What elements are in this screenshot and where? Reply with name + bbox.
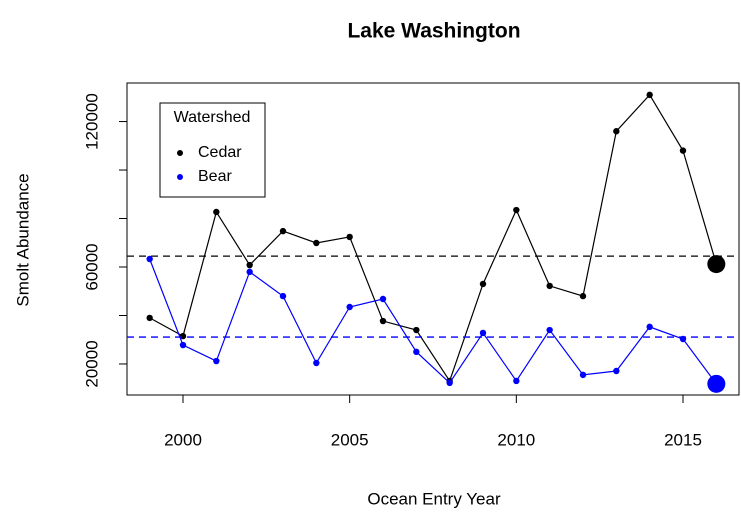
data-point <box>579 371 587 379</box>
series-line <box>149 258 717 385</box>
data-point <box>413 348 420 356</box>
y-axis-title: Smolt Abundance <box>13 173 32 306</box>
series-line <box>149 93 717 383</box>
data-point <box>613 128 620 135</box>
x-tick-label: 2000 <box>164 430 202 449</box>
data-point <box>246 268 253 276</box>
data-point <box>146 314 153 322</box>
data-point <box>579 292 587 300</box>
legend-title: Watershed <box>174 109 251 126</box>
data-point <box>646 323 653 331</box>
data-point <box>279 227 287 235</box>
data-point <box>546 282 553 290</box>
data-point <box>213 208 220 216</box>
data-point <box>313 359 320 367</box>
data-point <box>479 329 487 337</box>
data-point <box>707 255 726 274</box>
data-point <box>646 91 653 99</box>
data-point <box>279 292 287 300</box>
plot-box <box>126 82 740 396</box>
data-point <box>379 317 387 325</box>
data-point <box>613 367 620 375</box>
data-point <box>346 233 353 241</box>
y-tick-label: 120000 <box>82 93 101 150</box>
y-tick-label: 60000 <box>82 243 101 290</box>
data-point <box>707 374 726 393</box>
x-tick-label: 2005 <box>331 430 369 449</box>
data-point <box>679 147 687 154</box>
x-tick-label: 2010 <box>497 430 535 449</box>
y-tick-label: 20000 <box>82 340 101 387</box>
data-point <box>146 255 153 263</box>
legend-marker <box>177 174 183 180</box>
data-point <box>413 326 420 334</box>
legend-box <box>159 102 266 198</box>
chart-title: Lake Washington <box>347 20 520 43</box>
data-point <box>246 261 253 269</box>
data-point <box>446 379 453 387</box>
data-point <box>213 357 220 365</box>
data-point <box>513 206 520 214</box>
legend-marker <box>177 150 183 156</box>
data-point <box>346 303 353 311</box>
x-tick-label: 2015 <box>664 430 702 449</box>
legend-label: Cedar <box>198 144 242 161</box>
data-point <box>479 280 487 288</box>
legend-label: Bear <box>198 168 232 185</box>
data-point <box>313 239 320 247</box>
data-point <box>546 326 553 334</box>
data-point <box>679 335 687 343</box>
data-point <box>179 341 187 349</box>
data-point <box>513 377 520 385</box>
data-point <box>379 295 387 303</box>
x-axis-title: Ocean Entry Year <box>367 489 501 508</box>
